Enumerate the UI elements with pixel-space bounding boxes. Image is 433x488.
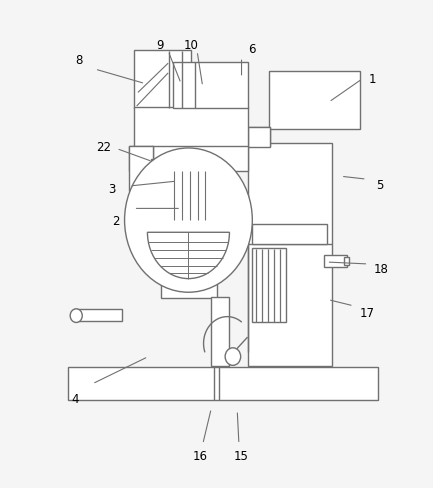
Bar (129, 147, 153, 172)
Bar (161, 279, 216, 299)
Text: 18: 18 (374, 263, 389, 276)
Text: 3: 3 (108, 183, 116, 196)
Text: 10: 10 (184, 39, 199, 52)
Bar (152, 147, 248, 172)
Bar (344, 257, 349, 266)
Bar (129, 147, 153, 191)
Bar (248, 128, 270, 147)
Text: 9: 9 (156, 39, 163, 52)
Circle shape (225, 348, 241, 366)
Bar (323, 255, 347, 267)
Wedge shape (148, 233, 229, 279)
Text: 2: 2 (113, 214, 120, 227)
Text: 22: 22 (96, 141, 111, 154)
Bar (248, 144, 332, 366)
Text: 6: 6 (248, 43, 255, 56)
Bar (211, 298, 229, 366)
Circle shape (125, 149, 252, 293)
Text: 16: 16 (193, 449, 207, 462)
Text: 1: 1 (369, 73, 376, 86)
Bar (173, 62, 248, 109)
Text: 17: 17 (359, 306, 374, 320)
Bar (68, 367, 378, 401)
Bar (74, 310, 123, 322)
Bar (252, 224, 327, 245)
Bar (269, 72, 360, 130)
Text: 5: 5 (376, 178, 383, 191)
Text: 4: 4 (71, 392, 79, 405)
Bar (252, 249, 285, 323)
Bar (151, 160, 168, 178)
Bar (248, 127, 270, 148)
Text: 15: 15 (234, 449, 249, 462)
Bar (135, 51, 191, 109)
Text: 8: 8 (76, 54, 83, 67)
Bar (135, 108, 248, 148)
Circle shape (70, 309, 82, 323)
